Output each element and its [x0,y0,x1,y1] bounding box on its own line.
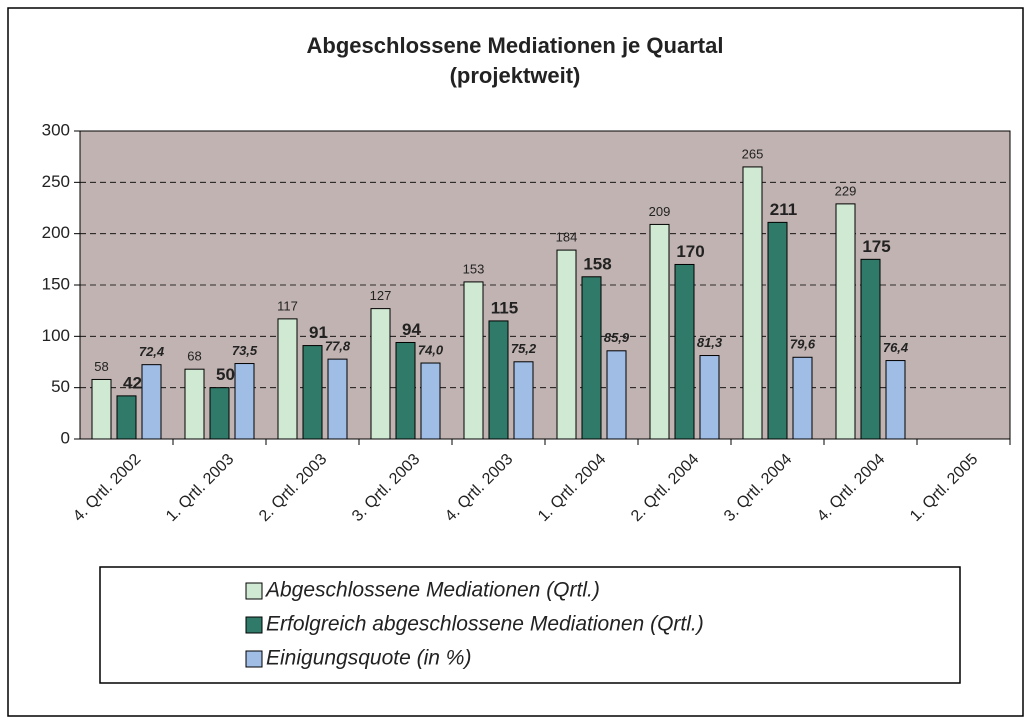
bar [581,276,602,440]
chart-subtitle: (projektweit) [450,63,581,88]
data-label: 158 [583,254,611,273]
bar [699,355,720,440]
legend-label: Erfolgreich abgeschlossene Mediationen (… [266,613,704,636]
bar [556,249,577,440]
bar [835,203,856,440]
data-label: 74,0 [418,342,444,357]
data-label: 72,4 [139,344,165,359]
data-label: 170 [676,242,704,261]
data-label: 153 [463,261,485,276]
y-tick-label: 150 [42,274,70,293]
bar [885,360,906,440]
data-label: 265 [742,146,764,161]
bar [649,223,670,440]
bar [234,363,255,440]
bar [767,221,788,440]
data-label: 81,3 [697,335,723,350]
data-label: 75,2 [511,341,537,356]
data-label: 58 [94,359,108,374]
bar [860,258,881,440]
data-label: 211 [770,200,797,219]
bar [420,362,441,440]
y-tick-label: 300 [42,120,70,139]
bar [674,263,695,440]
data-label: 229 [835,183,857,198]
data-label: 94 [402,320,421,339]
bar [513,361,534,440]
bar [606,350,627,440]
bar [742,166,763,440]
legend-label: Einigungsquote (in %) [266,647,471,670]
bar [792,356,813,440]
legend-box [99,566,961,684]
data-label: 76,4 [883,340,909,355]
data-label: 73,5 [232,343,258,358]
bar [370,308,391,440]
y-tick-label: 0 [61,428,70,447]
bar [141,364,162,440]
bar [91,378,112,440]
data-label: 209 [649,204,671,219]
legend-swatch [245,616,263,634]
data-label: 77,8 [325,339,351,354]
data-label: 117 [277,298,298,313]
y-tick-label: 100 [42,326,70,345]
legend-swatch [245,650,263,668]
bar [327,358,348,440]
data-label: 68 [187,349,201,364]
bar [463,281,484,440]
bar [277,318,298,440]
data-label: 184 [556,230,578,245]
bar [184,368,205,440]
y-tick-label: 50 [51,377,70,396]
legend-label: Abgeschlossene Mediationen (Qrtl.) [264,579,600,602]
bar [302,345,323,440]
chart-title: Abgeschlossene Mediationen je Quartal [307,33,724,58]
y-tick-label: 200 [42,223,70,242]
data-label: 127 [370,288,392,303]
data-label: 115 [491,298,518,317]
data-label: 175 [862,237,890,256]
y-tick-label: 250 [42,172,70,191]
bar [395,341,416,440]
data-label: 50 [216,365,235,384]
data-label: 85,9 [604,330,630,345]
legend-swatch [245,582,263,600]
data-label: 91 [309,323,328,342]
data-label: 79,6 [790,337,816,352]
data-label: 42 [123,373,142,392]
bar [116,395,137,440]
bar [209,387,230,440]
bar [488,320,509,440]
